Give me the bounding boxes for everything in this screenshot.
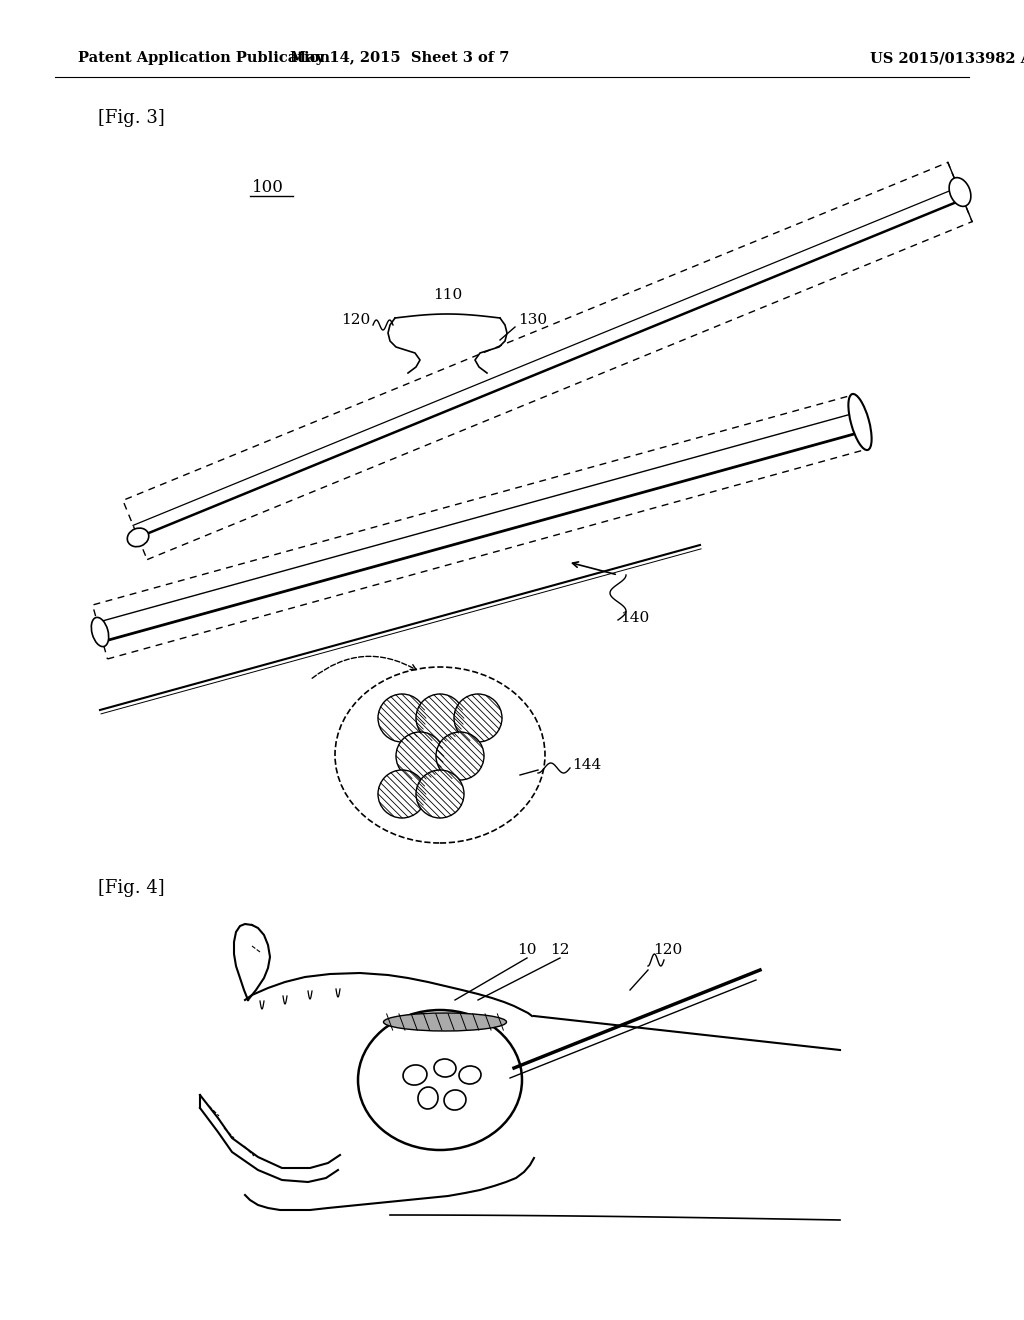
Text: 100: 100 <box>252 180 284 197</box>
Text: [Fig. 3]: [Fig. 3] <box>98 110 165 127</box>
Circle shape <box>416 770 464 818</box>
Ellipse shape <box>418 1088 438 1109</box>
Circle shape <box>454 694 502 742</box>
Ellipse shape <box>444 1090 466 1110</box>
Ellipse shape <box>949 178 971 206</box>
Ellipse shape <box>459 1067 481 1084</box>
Circle shape <box>416 694 464 742</box>
Circle shape <box>378 770 426 818</box>
Ellipse shape <box>91 618 109 647</box>
Text: 140: 140 <box>620 611 649 624</box>
Ellipse shape <box>403 1065 427 1085</box>
Ellipse shape <box>127 528 148 546</box>
Circle shape <box>378 694 426 742</box>
Circle shape <box>396 733 444 780</box>
Text: Patent Application Publication: Patent Application Publication <box>78 51 330 65</box>
Ellipse shape <box>384 1012 507 1031</box>
Text: 144: 144 <box>572 758 601 772</box>
Text: 120: 120 <box>341 313 370 327</box>
Text: 12: 12 <box>550 942 569 957</box>
Text: 130: 130 <box>518 313 547 327</box>
Text: [Fig. 4]: [Fig. 4] <box>98 879 165 898</box>
Text: 10: 10 <box>517 942 537 957</box>
Ellipse shape <box>849 393 871 450</box>
Ellipse shape <box>434 1059 456 1077</box>
Text: 120: 120 <box>653 942 683 957</box>
Circle shape <box>436 733 484 780</box>
Ellipse shape <box>358 1010 522 1150</box>
Text: May 14, 2015  Sheet 3 of 7: May 14, 2015 Sheet 3 of 7 <box>291 51 510 65</box>
Ellipse shape <box>335 667 545 843</box>
Text: US 2015/0133982 A1: US 2015/0133982 A1 <box>870 51 1024 65</box>
Text: 110: 110 <box>433 288 463 302</box>
